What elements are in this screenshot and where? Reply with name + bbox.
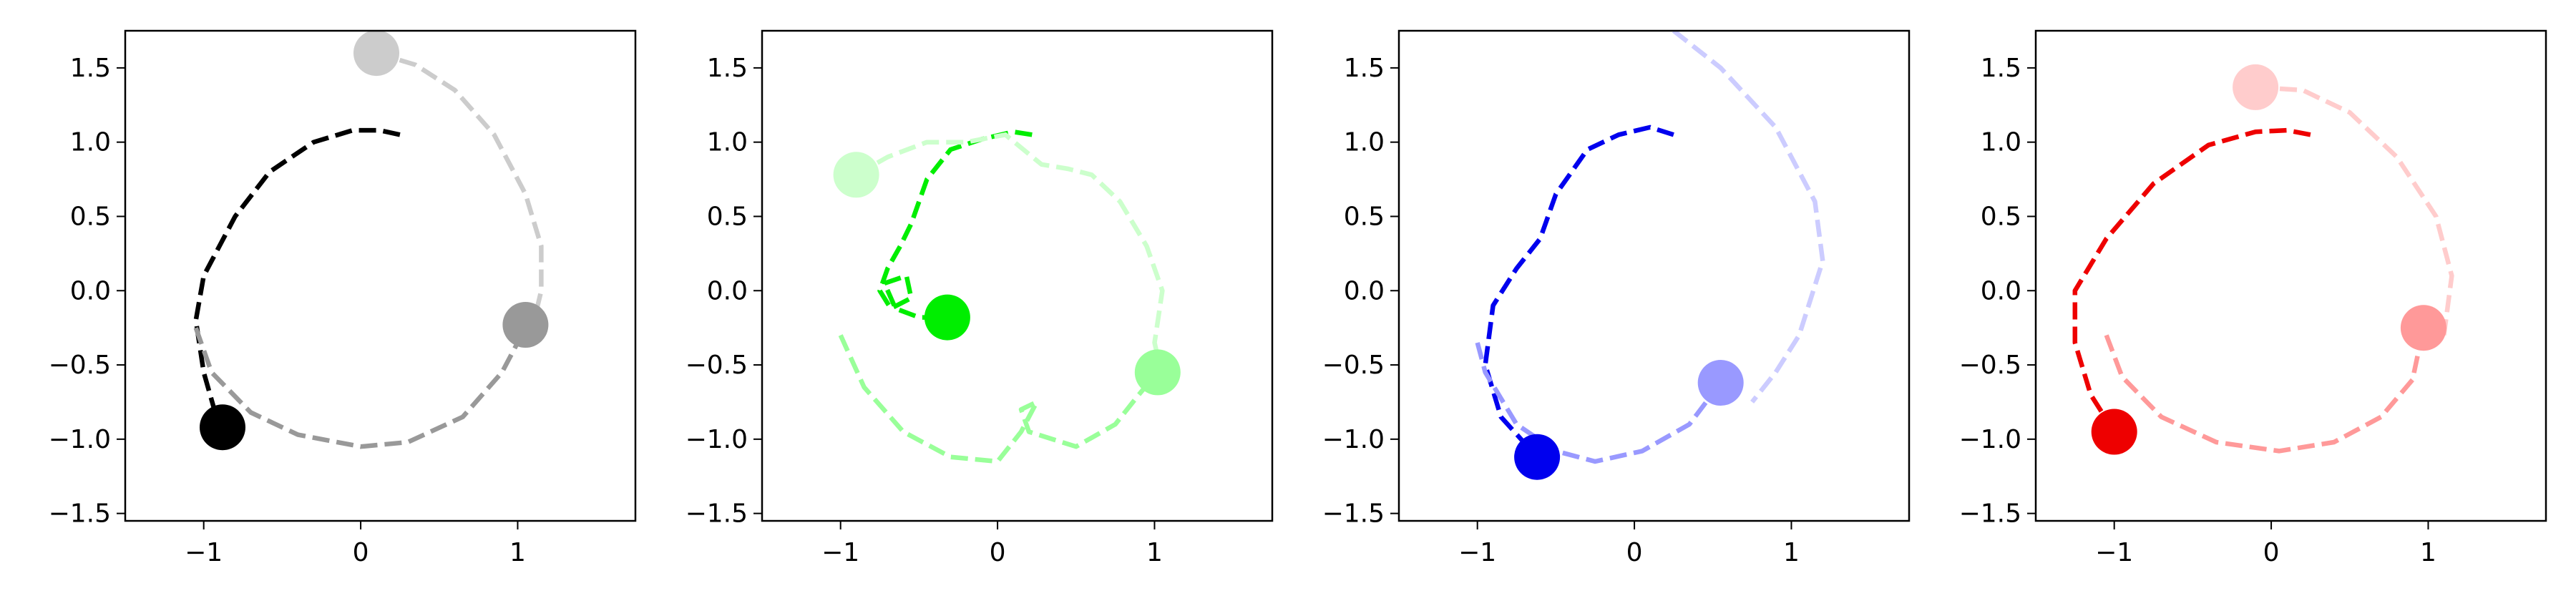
x-tick-label: 1 xyxy=(509,538,526,567)
y-tick-label: −1.0 xyxy=(49,425,111,454)
position-marker-1 xyxy=(2091,409,2137,455)
position-marker-2 xyxy=(353,31,399,77)
y-tick-label: −1.5 xyxy=(686,499,748,529)
position-marker-3 xyxy=(1697,360,1744,406)
y-tick-label: −0.5 xyxy=(1322,351,1385,380)
subplot-2: −1 0 1 −1.5 −1.0 −0.5 0.0 0.5 1.0 1.5 xyxy=(686,29,1274,567)
x-tick-label: 0 xyxy=(353,538,369,567)
x-tick-label: 0 xyxy=(990,538,1006,567)
x-tick-label: −1 xyxy=(2095,538,2133,567)
plot-area xyxy=(2072,64,2454,455)
trajectory-line-2 xyxy=(2255,84,2454,336)
trajectory-line-1 xyxy=(2072,127,2311,434)
position-marker-2 xyxy=(2233,64,2279,110)
x-tick-label: −1 xyxy=(1458,538,1496,567)
subplot-3: −1 0 1 −1.5 −1.0 −0.5 0.0 0.5 1.0 1.5 xyxy=(1322,29,1911,567)
x-tick-label: 0 xyxy=(2263,538,2280,567)
x-tick-label: 1 xyxy=(2420,538,2436,567)
y-tick-label: 1.0 xyxy=(707,128,748,157)
axes-frame xyxy=(2034,29,2547,522)
y-tick-label: 1.0 xyxy=(70,128,111,157)
subplot-1: −1 0 1 −1.5 −1.0 −0.5 0.0 0.5 1.0 1.5 xyxy=(49,29,637,567)
y-tick-label: −0.5 xyxy=(49,351,111,380)
y-tick-label: 1.5 xyxy=(1981,54,2021,83)
y-tick-label: −1.5 xyxy=(49,499,111,529)
trajectory-line-1 xyxy=(1483,124,1674,459)
x-tick-label: −1 xyxy=(821,538,859,567)
axes-frame xyxy=(124,29,637,522)
y-tick-label: −1.5 xyxy=(1959,499,2021,529)
x-tick-label: −1 xyxy=(185,538,223,567)
trajectory-line-3 xyxy=(838,334,1160,464)
y-tick-label: 1.0 xyxy=(1981,128,2021,157)
y-tick-label: 0.0 xyxy=(1344,276,1385,306)
y-tick-label: 0.5 xyxy=(1344,202,1385,231)
axes-frame xyxy=(761,29,1274,522)
plot-area xyxy=(193,31,549,451)
y-tick-label: 1.5 xyxy=(1344,54,1385,83)
x-tick-label: 1 xyxy=(1146,538,1163,567)
trajectory-line-1 xyxy=(877,129,1033,320)
position-marker-2 xyxy=(833,152,879,198)
y-tick-label: 1.0 xyxy=(1344,128,1385,157)
y-tick-label: 0.0 xyxy=(70,276,111,306)
y-tick-label: 1.5 xyxy=(707,54,748,83)
x-tick-label: 1 xyxy=(1783,538,1800,567)
y-tick-label: −0.5 xyxy=(1959,351,2021,380)
trajectory-line-1 xyxy=(193,127,401,429)
y-tick-label: 1.5 xyxy=(70,54,111,83)
y-tick-label: −1.5 xyxy=(1322,499,1385,529)
position-marker-1 xyxy=(924,294,970,341)
subplot-4: −1 0 1 −1.5 −1.0 −0.5 0.0 0.5 1.0 1.5 xyxy=(1959,29,2547,567)
plot-area xyxy=(833,129,1181,464)
y-tick-label: −0.5 xyxy=(686,351,748,380)
position-marker-3 xyxy=(1134,349,1181,396)
position-marker-3 xyxy=(502,302,549,348)
y-tick-label: 0.5 xyxy=(707,202,748,231)
axes-frame xyxy=(1397,29,1911,522)
position-marker-1 xyxy=(1514,434,1561,480)
position-marker-3 xyxy=(2400,305,2446,351)
y-tick-label: −1.0 xyxy=(686,425,748,454)
trajectory-line-2 xyxy=(1672,31,1825,404)
y-tick-label: 0.5 xyxy=(1981,202,2021,231)
y-tick-label: 0.0 xyxy=(1981,276,2021,306)
trajectory-line-3 xyxy=(193,326,528,449)
y-tick-label: −1.0 xyxy=(1959,425,2021,454)
trajectory-line-3 xyxy=(1475,342,1723,464)
y-tick-label: 0.5 xyxy=(70,202,111,231)
trajectory-line-3 xyxy=(2104,327,2426,454)
y-tick-label: −1.0 xyxy=(1322,425,1385,454)
trajectory-line-2 xyxy=(376,50,544,324)
y-tick-label: 0.0 xyxy=(707,276,748,306)
plot-area xyxy=(1475,31,1825,480)
trajectory-line-2 xyxy=(854,132,1165,378)
position-marker-1 xyxy=(200,404,245,451)
x-tick-label: 0 xyxy=(1626,538,1643,567)
